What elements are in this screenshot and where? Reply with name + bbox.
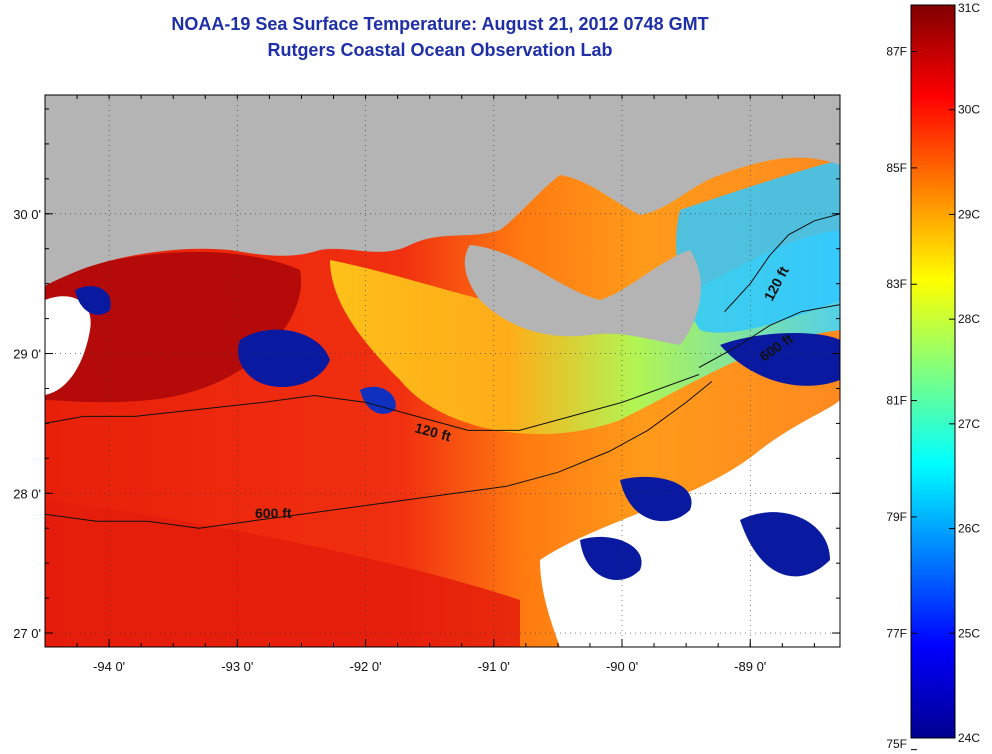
temperature-colorbar: 31C 30C 29C 28C 27C 26C 25C 24C 87F 85F 83F 81F 79F…: [886, 1, 980, 751]
colorbar-f-label: 79F: [886, 510, 907, 524]
lat-tick-label: 27 0': [13, 626, 41, 641]
map-title: NOAA-19 Sea Surface Temperature: August …: [171, 14, 709, 34]
warm-water-region: [45, 500, 520, 647]
cold-patch: [580, 536, 642, 580]
latitude-axis: 27 0' 28 0' 29 0' 30 0': [13, 108, 840, 641]
map-frame: [44, 94, 841, 648]
isobath-600ft-east-line: [698, 304, 840, 368]
lat-tick-label: 28 0': [13, 486, 41, 501]
cold-patch: [360, 386, 396, 414]
cool-coastal-water: [676, 160, 840, 333]
colorbar-f-label: 81F: [886, 394, 907, 408]
colorbar-f-label: 87F: [886, 45, 907, 59]
cold-patch: [740, 512, 830, 577]
lon-tick-label: -89 0': [734, 659, 766, 674]
cold-patch: [620, 476, 692, 522]
isobath-120ft-east-line: [724, 213, 840, 312]
cold-patch: [75, 286, 111, 315]
colorbar-c-label: 31C: [958, 1, 980, 15]
lon-tick-label: -94 0': [93, 659, 125, 674]
colorbar-c-label: 29C: [958, 207, 980, 221]
colorbar-c-label: 26C: [958, 522, 980, 536]
colorbar-gradient: [910, 4, 956, 739]
isobath-120ft-line: [45, 374, 700, 431]
colorbar-c-label: 30C: [958, 103, 980, 117]
lon-tick-label: -91 0': [478, 659, 510, 674]
colorbar-f-label: 75F: [886, 737, 907, 751]
lon-tick-label: -93 0': [221, 659, 253, 674]
graticule: [45, 95, 840, 647]
map-subtitle: Rutgers Coastal Ocean Observation Lab: [267, 40, 613, 60]
colorbar-f-label: 85F: [886, 161, 907, 175]
cloud-patch-southeast: [540, 400, 840, 647]
colorbar-f-label: 77F: [886, 626, 907, 640]
colorbar-fahrenheit-scale: 87F 85F 83F 81F 79F 77F 75F: [886, 45, 917, 751]
contour-label-600ft: 600 ft: [255, 505, 292, 521]
western-warm-core: [45, 251, 302, 403]
colorbar-f-label: 83F: [886, 277, 907, 291]
land-area: [45, 95, 840, 286]
cold-patch: [238, 329, 330, 388]
delta-land: [464, 245, 701, 345]
lon-tick-label: -92 0': [350, 659, 382, 674]
colorbar-celsius-scale: 31C 30C 29C 28C 27C 26C 25C 24C: [949, 1, 980, 745]
colorbar-c-label: 25C: [958, 626, 980, 640]
isobath-600ft-line: [45, 381, 713, 529]
cold-patch: [720, 333, 840, 386]
cloud-patch-west: [45, 296, 91, 395]
map-plot-area: -94 0' -93 0' -92 0' -91 0' -90 0' -89 0' 27 …: [13, 94, 841, 674]
lat-tick-label: 29 0': [13, 347, 41, 362]
colorbar-c-label: 24C: [958, 731, 980, 745]
lon-tick-label: -90 0': [606, 659, 638, 674]
lat-tick-label: 30 0': [13, 207, 41, 222]
colorbar-c-label: 27C: [958, 417, 980, 431]
longitude-axis: -94 0' -93 0' -92 0' -91 0' -90 0' -89 0': [44, 95, 815, 674]
colorbar-c-label: 28C: [958, 312, 980, 326]
